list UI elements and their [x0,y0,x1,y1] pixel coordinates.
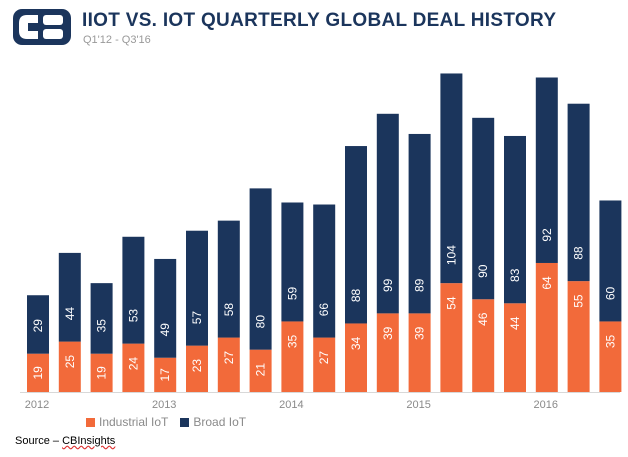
data-label-broad: 89 [413,278,427,292]
data-label-broad: 66 [317,303,331,317]
bar-industrial [217,337,240,392]
bar-broad [313,204,336,338]
data-label-broad: 99 [381,278,395,292]
cb-insights-logo-icon [13,9,71,45]
source-name: CBInsights [62,435,116,447]
x-tick-label: 2012 [25,399,49,411]
data-label-industrial: 35 [603,334,617,348]
data-label-broad: 92 [540,228,554,242]
data-label-industrial: 25 [63,355,77,369]
bar-broad [567,103,590,282]
bar-industrial [408,313,431,392]
bar-industrial [345,323,367,392]
bar-broad [122,236,145,344]
data-label-broad: 44 [63,307,77,321]
bar-broad [599,200,622,322]
data-label-broad: 88 [349,288,363,302]
data-label-broad: 29 [31,319,45,333]
bar-industrial [504,303,526,392]
bar-industrial [249,349,272,392]
data-label-industrial: 19 [95,366,109,380]
legend-swatch-broad [180,417,190,427]
bar-broad [217,220,240,338]
data-label-industrial: 54 [444,296,458,310]
data-label-broad: 49 [158,323,172,337]
data-label-broad: 59 [285,286,299,300]
bar-broad [472,117,495,300]
data-label-industrial: 64 [540,276,554,290]
legend: Industrial IoT Broad IoT [86,415,258,429]
data-label-industrial: 35 [285,334,299,348]
data-label-industrial: 39 [413,326,427,340]
data-label-broad: 58 [222,303,236,317]
data-label-broad: 57 [190,311,204,325]
bar-broad [249,188,272,350]
bar-broad [408,133,431,314]
data-label-industrial: 39 [381,326,395,340]
data-label-broad: 90 [476,264,490,278]
bar-industrial [599,321,622,392]
data-label-industrial: 27 [317,351,331,365]
chart-subtitle: Q1'12 - Q3'16 [83,34,151,46]
data-label-industrial: 21 [254,363,268,377]
data-label-industrial: 46 [476,312,490,326]
data-label-broad: 104 [444,245,458,265]
bar-industrial [186,345,208,392]
source-prefix: Source – [15,435,63,447]
data-label-broad: 88 [572,246,586,260]
bar-industrial [567,281,590,392]
bar-industrial [154,357,177,392]
data-label-broad: 80 [254,315,268,329]
data-label-industrial: 34 [349,336,363,350]
x-tick-label: 2016 [534,399,558,411]
x-tick-label: 2014 [279,399,303,411]
bar-industrial [122,343,145,392]
bar-industrial [90,353,113,392]
legend-label-industrial: Industrial IoT [99,415,169,429]
bar-industrial [27,353,49,392]
data-label-industrial: 24 [126,357,140,371]
data-label-industrial: 19 [31,366,45,380]
bar-broad [504,135,526,304]
bar-industrial [535,262,558,392]
x-tick-label: 2013 [152,399,176,411]
x-tick-label: 2015 [406,399,430,411]
data-label-broad: 35 [95,319,109,333]
bar-broad [535,77,558,263]
data-label-broad: 83 [508,268,522,282]
legend-item-broad: Broad IoT [180,415,246,429]
bar-industrial [472,299,495,392]
bar-industrial [58,341,81,392]
bar-industrial [313,337,336,392]
data-label-broad: 60 [603,286,617,300]
chart-title: IIOT VS. IOT QUARTERLY GLOBAL DEAL HISTO… [82,10,557,31]
data-label-industrial: 17 [158,368,172,382]
bar-broad [90,283,113,354]
bar-broad [345,146,367,324]
data-label-industrial: 23 [190,359,204,373]
data-label-industrial: 27 [222,351,236,365]
bar-broad [58,252,81,342]
source-note: Source – CBInsights [15,435,115,447]
data-label-broad: 53 [126,309,140,323]
bar-broad [27,295,49,354]
data-label-industrial: 44 [508,316,522,330]
bar-industrial [440,283,463,392]
legend-item-industrial: Industrial IoT [86,415,168,429]
legend-label-broad: Broad IoT [193,415,247,429]
data-label-industrial: 55 [572,294,586,308]
bar-broad [281,202,304,322]
bar-broad [186,230,208,346]
legend-swatch-industrial [86,417,95,427]
bar-broad [440,73,463,284]
bar-broad [376,113,399,314]
bar-industrial [376,313,399,392]
bar-broad [154,258,177,358]
bar-industrial [281,321,304,392]
